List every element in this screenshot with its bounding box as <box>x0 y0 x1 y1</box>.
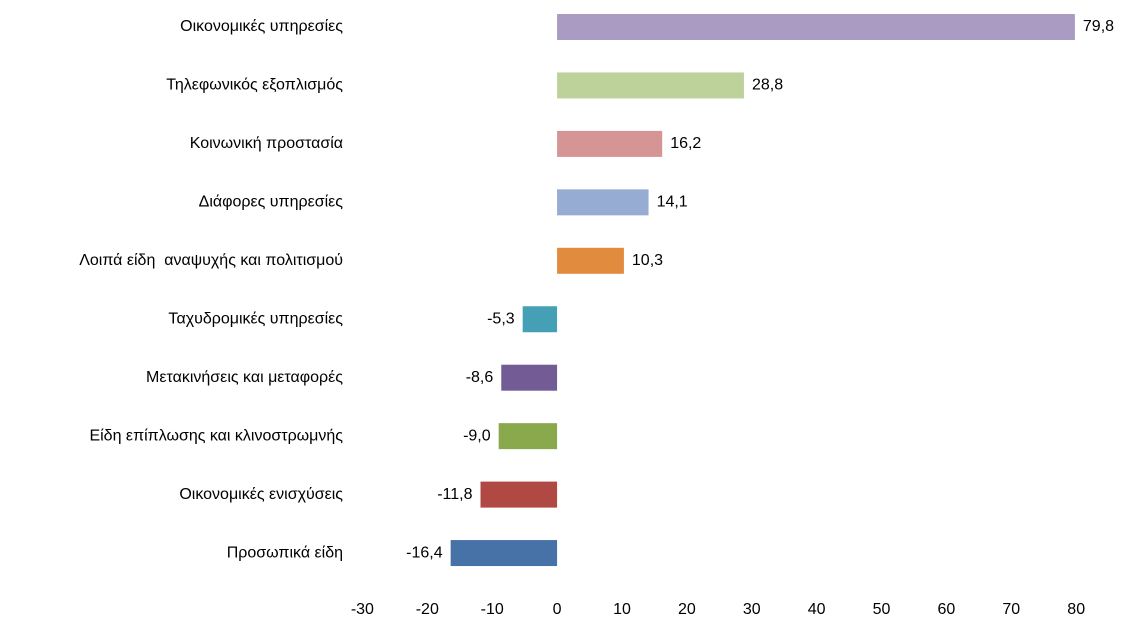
y-tick-label: Είδη επίπλωσης και κλινοστρωμνής <box>89 427 343 444</box>
x-tick-label: 70 <box>1002 601 1020 618</box>
x-tick-label: 60 <box>938 601 956 618</box>
bar <box>557 247 624 274</box>
bar <box>522 306 558 333</box>
value-label: -9,0 <box>463 427 491 444</box>
y-tick-label: Προσωπικά είδη <box>227 544 343 561</box>
value-label: 14,1 <box>657 194 688 211</box>
value-label: 10,3 <box>632 252 663 269</box>
y-tick-label: Διάφορες υπηρεσίες <box>199 194 344 211</box>
y-tick-label: Οικονομικές υπηρεσίες <box>180 18 343 35</box>
x-tick-label: 50 <box>873 601 891 618</box>
bar <box>557 14 1075 40</box>
x-tick-label: 80 <box>1067 601 1085 618</box>
x-tick-label: 40 <box>808 601 826 618</box>
value-label: 28,8 <box>752 77 783 94</box>
y-tick-label: Κοινωνική προστασία <box>190 135 343 152</box>
value-label: -5,3 <box>487 310 515 327</box>
bar <box>480 481 558 508</box>
value-label: -8,6 <box>466 369 494 386</box>
x-tick-label: -10 <box>481 601 504 618</box>
y-tick-label: Λοιπά είδη αναψυχής και πολιτισμού <box>79 252 343 269</box>
y-tick-label: Μετακινήσεις και μεταφορές <box>146 369 343 386</box>
value-label: -16,4 <box>406 544 443 561</box>
y-tick-label: Ταχυδρομικές υπηρεσίες <box>168 310 343 327</box>
y-tick-label: Τηλεφωνικός εξοπλισμός <box>166 77 343 94</box>
bar <box>557 189 649 216</box>
bar <box>501 364 558 391</box>
x-tick-label: 0 <box>553 601 562 618</box>
value-label: 79,8 <box>1083 18 1114 35</box>
x-tick-label: 30 <box>743 601 761 618</box>
bar <box>557 72 744 99</box>
value-label: -11,8 <box>437 486 472 503</box>
bar <box>498 423 558 450</box>
bar <box>450 540 558 567</box>
bar <box>557 130 663 157</box>
y-tick-label: Οικονομικές ενισχύσεις <box>179 486 343 503</box>
x-tick-label: -20 <box>416 601 439 618</box>
value-label: 16,2 <box>670 135 701 152</box>
x-tick-label: -30 <box>351 601 374 618</box>
x-tick-label: 20 <box>678 601 696 618</box>
x-tick-label: 10 <box>613 601 631 618</box>
